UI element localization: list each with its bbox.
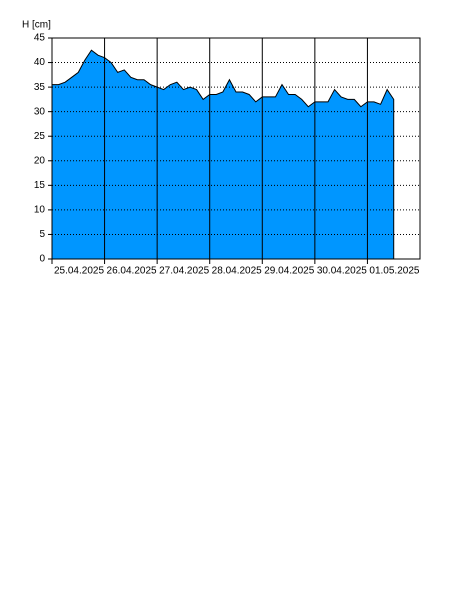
y-tick-label: 45	[34, 33, 46, 44]
y-tick-label: 10	[34, 205, 46, 216]
plot-frame	[51, 37, 421, 260]
x-tick-label: 01.05.2025	[369, 266, 419, 277]
y-tick-label: 30	[34, 106, 46, 117]
x-tick-label: 27.04.2025	[159, 266, 209, 277]
y-tick-label: 35	[34, 82, 46, 93]
x-tick-label: 25.04.2025	[54, 266, 104, 277]
y-tick-label: 0	[39, 254, 45, 265]
x-tick-label: 30.04.2025	[317, 266, 367, 277]
x-tick-label: 29.04.2025	[264, 266, 314, 277]
x-tick-label: 26.04.2025	[107, 266, 157, 277]
x-tick-label: 28.04.2025	[212, 266, 262, 277]
area	[51, 49, 395, 260]
y-tick-label: 5	[39, 229, 45, 240]
y-axis-label: H [cm]	[22, 20, 51, 31]
y-tick-label: 15	[34, 180, 46, 191]
y-tick-label: 20	[34, 155, 46, 166]
y-tick-label: 40	[34, 57, 46, 68]
y-tick-label: 25	[34, 131, 46, 142]
